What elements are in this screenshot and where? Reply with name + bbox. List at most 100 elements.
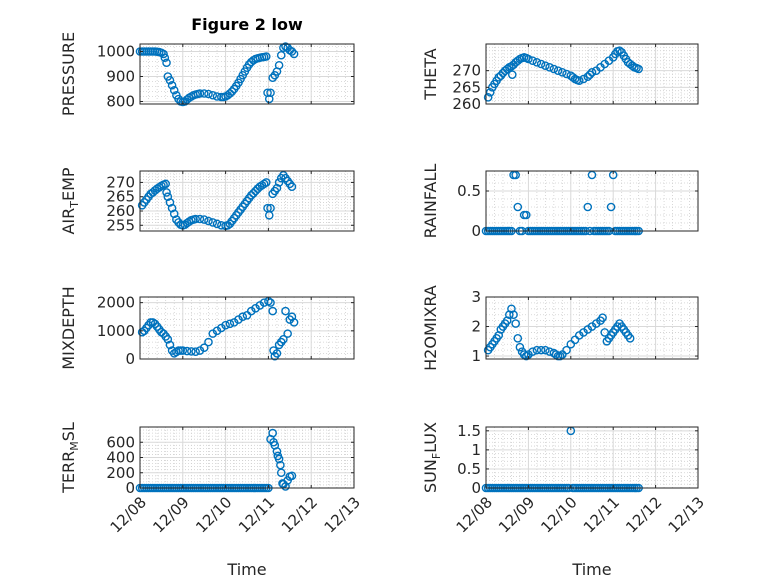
data-point	[513, 202, 523, 212]
data-point	[555, 351, 565, 361]
data-point	[195, 346, 205, 355]
data-point	[289, 318, 299, 327]
data-point	[513, 334, 523, 343]
y-tick-label: 200	[106, 464, 135, 482]
data-point	[268, 428, 277, 438]
data-point	[515, 342, 525, 352]
x-tick-label: 12/12	[622, 493, 665, 536]
data-point	[229, 318, 239, 327]
data-point	[251, 303, 260, 313]
data-point	[627, 61, 637, 70]
y-tick-label: 1000	[97, 322, 135, 340]
data-point	[568, 73, 578, 82]
data-point	[266, 88, 275, 98]
y-tick-label: 260	[106, 202, 135, 220]
y-tick-label: 2000	[97, 294, 135, 312]
data-point	[227, 87, 237, 96]
data-point	[154, 182, 164, 192]
data-point	[167, 80, 177, 90]
data-point	[287, 182, 297, 192]
y-tick-label: 0	[125, 350, 135, 368]
data-point	[536, 345, 546, 355]
data-point	[191, 214, 200, 224]
data-point	[249, 188, 258, 198]
y-axis-label: H2OMIXRA	[421, 285, 440, 371]
data-point	[266, 298, 275, 307]
y-tick-label: 400	[106, 449, 135, 467]
data-point	[545, 63, 554, 72]
data-point	[244, 60, 254, 69]
data-point	[524, 54, 533, 64]
data-point	[274, 454, 284, 464]
y-tick-label: 270	[106, 173, 135, 191]
data-point	[532, 345, 542, 355]
data-point	[255, 301, 265, 310]
data-point	[528, 56, 537, 65]
axes-frame	[139, 43, 355, 105]
data-point	[212, 219, 222, 229]
axes-frame	[485, 296, 699, 360]
data-point	[259, 179, 269, 189]
data-point	[165, 198, 175, 207]
data-point	[217, 220, 226, 230]
x-tick-label: 12/13	[665, 493, 708, 536]
x-tick-label: 12/10	[192, 493, 235, 536]
data-point	[585, 70, 595, 79]
data-point	[208, 329, 218, 338]
y-axis-label: RAINFALL	[421, 164, 440, 239]
data-point	[511, 319, 520, 328]
data-point	[221, 320, 230, 330]
y-tick-label: 265	[452, 78, 481, 96]
data-point	[167, 203, 177, 213]
data-point	[246, 190, 256, 200]
data-point	[165, 340, 175, 350]
y-tick-label: 270	[452, 62, 481, 80]
data-point	[225, 89, 235, 98]
data-point	[634, 64, 643, 74]
subplot-6: 1 2 3 H2OMIXRA	[421, 285, 699, 371]
data-point	[279, 334, 288, 344]
data-point	[551, 350, 561, 359]
data-point	[519, 350, 529, 359]
data-point	[163, 192, 173, 202]
data-point	[513, 56, 523, 65]
data-point	[583, 72, 593, 81]
data-point	[204, 216, 213, 226]
data-point	[259, 298, 269, 307]
data-point	[274, 60, 284, 70]
data-point	[159, 49, 168, 59]
data-point	[178, 346, 188, 355]
data-point	[281, 306, 290, 316]
data-point	[570, 335, 580, 345]
y-tick-label: 260	[452, 95, 481, 113]
data-point	[217, 323, 226, 333]
data-point	[225, 319, 235, 329]
figure-title: Figure 2 low	[191, 15, 303, 34]
y-axis-label: SUNFLUX	[421, 422, 443, 493]
data-point	[187, 347, 196, 356]
data-point	[160, 53, 170, 63]
data-point	[558, 68, 567, 77]
data-point	[625, 334, 635, 343]
data-point	[521, 351, 531, 361]
y-axis-label: MIXDEPTH	[59, 286, 78, 369]
data-point	[583, 202, 593, 212]
y-tick-label: 800	[106, 93, 135, 111]
data-point	[191, 347, 200, 356]
axes-frame	[485, 426, 699, 489]
y-tick-label: 0	[471, 479, 481, 497]
data-point	[562, 69, 571, 79]
data-point	[507, 70, 517, 79]
data-point	[199, 215, 209, 224]
axes-frame	[485, 43, 699, 105]
data-point	[494, 73, 504, 82]
data-point	[266, 203, 275, 213]
data-point	[615, 46, 624, 55]
axes-frame	[139, 170, 355, 232]
y-tick-label: 265	[106, 188, 135, 206]
data-point	[165, 75, 175, 85]
y-axis-label: PRESSURE	[59, 32, 78, 116]
